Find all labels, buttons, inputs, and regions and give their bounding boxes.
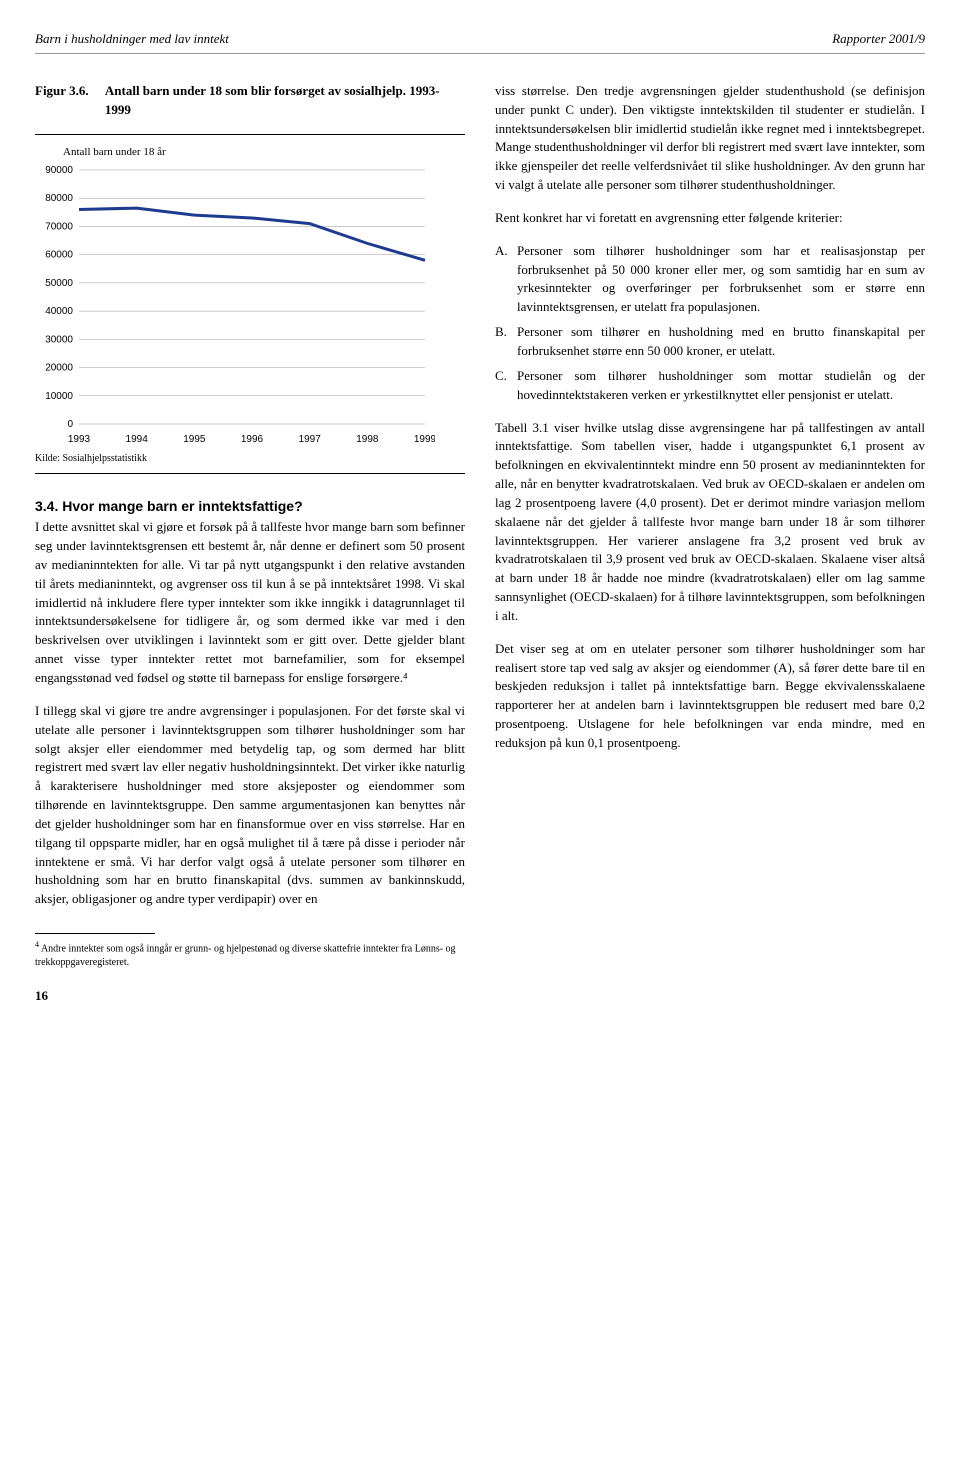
footnote-separator: [35, 933, 155, 934]
svg-text:1996: 1996: [241, 434, 264, 445]
list-text: Personer som tilhører en husholdning med…: [517, 323, 925, 361]
svg-text:1997: 1997: [299, 434, 322, 445]
svg-text:0: 0: [67, 419, 73, 430]
figure-number: Figur 3.6.: [35, 82, 105, 120]
svg-text:60000: 60000: [45, 250, 73, 261]
svg-text:1995: 1995: [183, 434, 206, 445]
svg-text:30000: 30000: [45, 335, 73, 346]
chart-container: Antall barn under 18 år 0 10000 20000 30000…: [35, 134, 465, 474]
list-text: Personer som tilhører husholdninger som …: [517, 242, 925, 317]
svg-text:1993: 1993: [68, 434, 91, 445]
figure-label: Figur 3.6. Antall barn under 18 som blir…: [35, 82, 465, 120]
line-chart: 0 10000 20000 30000 40000 50000 60000 70000 8000…: [35, 166, 465, 446]
body-paragraph: I tillegg skal vi gjøre tre andre avgren…: [35, 702, 465, 909]
footnote-text: Andre inntekter som også inngår er grunn…: [35, 943, 456, 968]
list-item: A. Personer som tilhører husholdninger s…: [495, 242, 925, 317]
svg-text:40000: 40000: [45, 307, 73, 318]
body-paragraph: I dette avsnittet skal vi gjøre et forsø…: [35, 518, 465, 688]
svg-text:70000: 70000: [45, 222, 73, 233]
criteria-list: A. Personer som tilhører husholdninger s…: [495, 242, 925, 405]
figure-title: Antall barn under 18 som blir forsørget …: [105, 82, 465, 120]
right-column: viss størrelse. Den tredje avgrensningen…: [495, 82, 925, 1006]
body-paragraph: viss størrelse. Den tredje avgrensningen…: [495, 82, 925, 195]
svg-text:80000: 80000: [45, 194, 73, 205]
section-heading: 3.4. Hvor mange barn er inntektsfattige?: [35, 496, 465, 516]
header-left: Barn i husholdninger med lav inntekt: [35, 30, 229, 49]
chart-subtitle: Antall barn under 18 år: [63, 145, 465, 161]
svg-text:90000: 90000: [45, 166, 73, 176]
list-letter: B.: [495, 323, 517, 361]
footnote-marker: 4: [35, 940, 39, 949]
list-text: Personer som tilhører husholdninger som …: [517, 367, 925, 405]
page-header: Barn i husholdninger med lav inntekt Rap…: [35, 30, 925, 54]
list-letter: C.: [495, 367, 517, 405]
svg-text:1998: 1998: [356, 434, 379, 445]
chart-source: Kilde: Sosialhjelpsstatistikk: [35, 452, 465, 467]
page-number: 16: [35, 987, 465, 1006]
body-paragraph: Det viser seg at om en utelater personer…: [495, 640, 925, 753]
header-right: Rapporter 2001/9: [832, 30, 925, 49]
body-paragraph: Tabell 3.1 viser hvilke utslag disse avg…: [495, 419, 925, 626]
svg-text:10000: 10000: [45, 391, 73, 402]
body-paragraph: Rent konkret har vi foretatt en avgrensn…: [495, 209, 925, 228]
svg-text:1994: 1994: [126, 434, 149, 445]
list-item: C. Personer som tilhører husholdninger s…: [495, 367, 925, 405]
list-item: B. Personer som tilhører en husholdning …: [495, 323, 925, 361]
footnote: 4 Andre inntekter som også inngår er gru…: [35, 940, 465, 969]
left-column: Figur 3.6. Antall barn under 18 som blir…: [35, 82, 465, 1006]
svg-text:50000: 50000: [45, 278, 73, 289]
svg-text:20000: 20000: [45, 363, 73, 374]
svg-text:1999: 1999: [414, 434, 435, 445]
list-letter: A.: [495, 242, 517, 317]
